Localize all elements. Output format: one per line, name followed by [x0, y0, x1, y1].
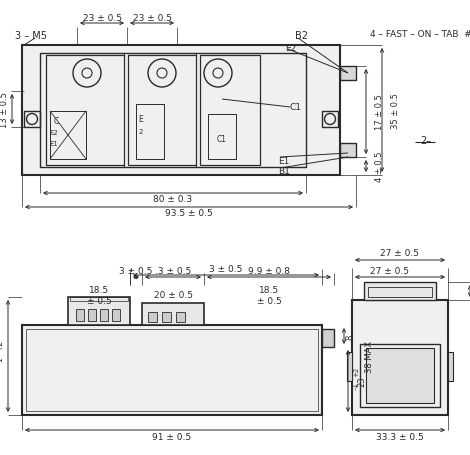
Text: 2: 2 — [139, 129, 143, 135]
Bar — [68, 298, 130, 325]
Text: 18.5
± 0.5: 18.5 ± 0.5 — [257, 286, 282, 305]
Bar — [162, 312, 171, 322]
Bar — [22, 325, 322, 415]
Bar — [322, 112, 338, 128]
Text: 3 ± 0.5: 3 ± 0.5 — [209, 264, 243, 273]
Text: C1: C1 — [290, 103, 302, 112]
Text: 33.3 ± 0.5: 33.3 ± 0.5 — [376, 433, 424, 441]
Text: E: E — [139, 115, 143, 124]
Text: E1: E1 — [278, 156, 290, 165]
Text: 23: 23 — [358, 376, 367, 386]
Text: C: C — [54, 117, 59, 126]
Text: 20 ± 0.5: 20 ± 0.5 — [154, 291, 193, 300]
Bar — [50, 112, 86, 160]
Bar — [176, 312, 185, 322]
Bar — [142, 303, 204, 325]
Text: 38 MAX: 38 MAX — [366, 340, 375, 372]
Bar — [112, 309, 120, 321]
Text: E2: E2 — [285, 43, 296, 52]
Bar — [136, 105, 164, 160]
Text: B2: B2 — [295, 31, 308, 41]
Bar — [347, 352, 352, 381]
Text: –1: –1 — [353, 381, 359, 389]
Text: E2: E2 — [50, 130, 58, 136]
Text: 93.5 ± 0.5: 93.5 ± 0.5 — [165, 209, 213, 218]
Text: .3 ± 0.5: .3 ± 0.5 — [155, 266, 191, 275]
Bar — [352, 300, 448, 415]
Text: 4 ± 0.5: 4 ± 0.5 — [376, 152, 384, 182]
Text: 23 ± 0.5: 23 ± 0.5 — [83, 14, 122, 22]
Text: 3 – M5: 3 – M5 — [15, 31, 47, 41]
Text: C1: C1 — [217, 135, 227, 144]
Text: 17 ± 0.5: 17 ± 0.5 — [376, 94, 384, 130]
Text: 91 ± 0.5: 91 ± 0.5 — [152, 433, 192, 441]
Bar — [46, 56, 124, 166]
Text: 13 ± 0.5: 13 ± 0.5 — [0, 92, 8, 128]
Text: 27 ± 0.5: 27 ± 0.5 — [370, 266, 409, 275]
Text: 35 ± 0.5: 35 ± 0.5 — [392, 93, 400, 129]
Text: E1: E1 — [49, 141, 58, 147]
Text: 8: 8 — [345, 334, 354, 339]
Bar — [364, 283, 436, 300]
Bar — [40, 54, 306, 167]
Bar — [26, 329, 318, 411]
Bar — [76, 309, 84, 321]
Bar — [200, 56, 260, 166]
Text: 23 ± 0.5: 23 ± 0.5 — [133, 14, 172, 22]
Bar — [448, 352, 453, 381]
Text: 18.5
± 0.5: 18.5 ± 0.5 — [86, 286, 111, 305]
Text: +2: +2 — [353, 366, 359, 376]
Bar — [208, 115, 236, 160]
Bar — [70, 298, 128, 301]
Text: 2–: 2– — [420, 136, 431, 146]
Bar — [322, 329, 334, 347]
Bar — [100, 309, 108, 321]
Text: +2: +2 — [0, 339, 5, 350]
Bar — [128, 56, 196, 166]
Text: 4 – FAST – ON – TAB  # 110: 4 – FAST – ON – TAB # 110 — [370, 30, 470, 38]
Bar — [368, 288, 432, 298]
Bar — [366, 348, 434, 403]
Text: 9.9 ± 0.8: 9.9 ± 0.8 — [248, 266, 290, 275]
Bar — [360, 344, 440, 407]
Text: –1: –1 — [0, 356, 5, 364]
Text: 27 ± 0.5: 27 ± 0.5 — [381, 249, 420, 258]
Bar — [88, 309, 96, 321]
Bar — [24, 112, 40, 128]
Text: B1: B1 — [278, 167, 290, 176]
Bar — [148, 312, 157, 322]
Text: 80 ± 0.3: 80 ± 0.3 — [153, 195, 193, 204]
Text: 3 ± 0.5: 3 ± 0.5 — [119, 266, 153, 275]
Bar — [340, 144, 356, 157]
Bar — [340, 67, 356, 81]
Bar — [22, 46, 340, 176]
